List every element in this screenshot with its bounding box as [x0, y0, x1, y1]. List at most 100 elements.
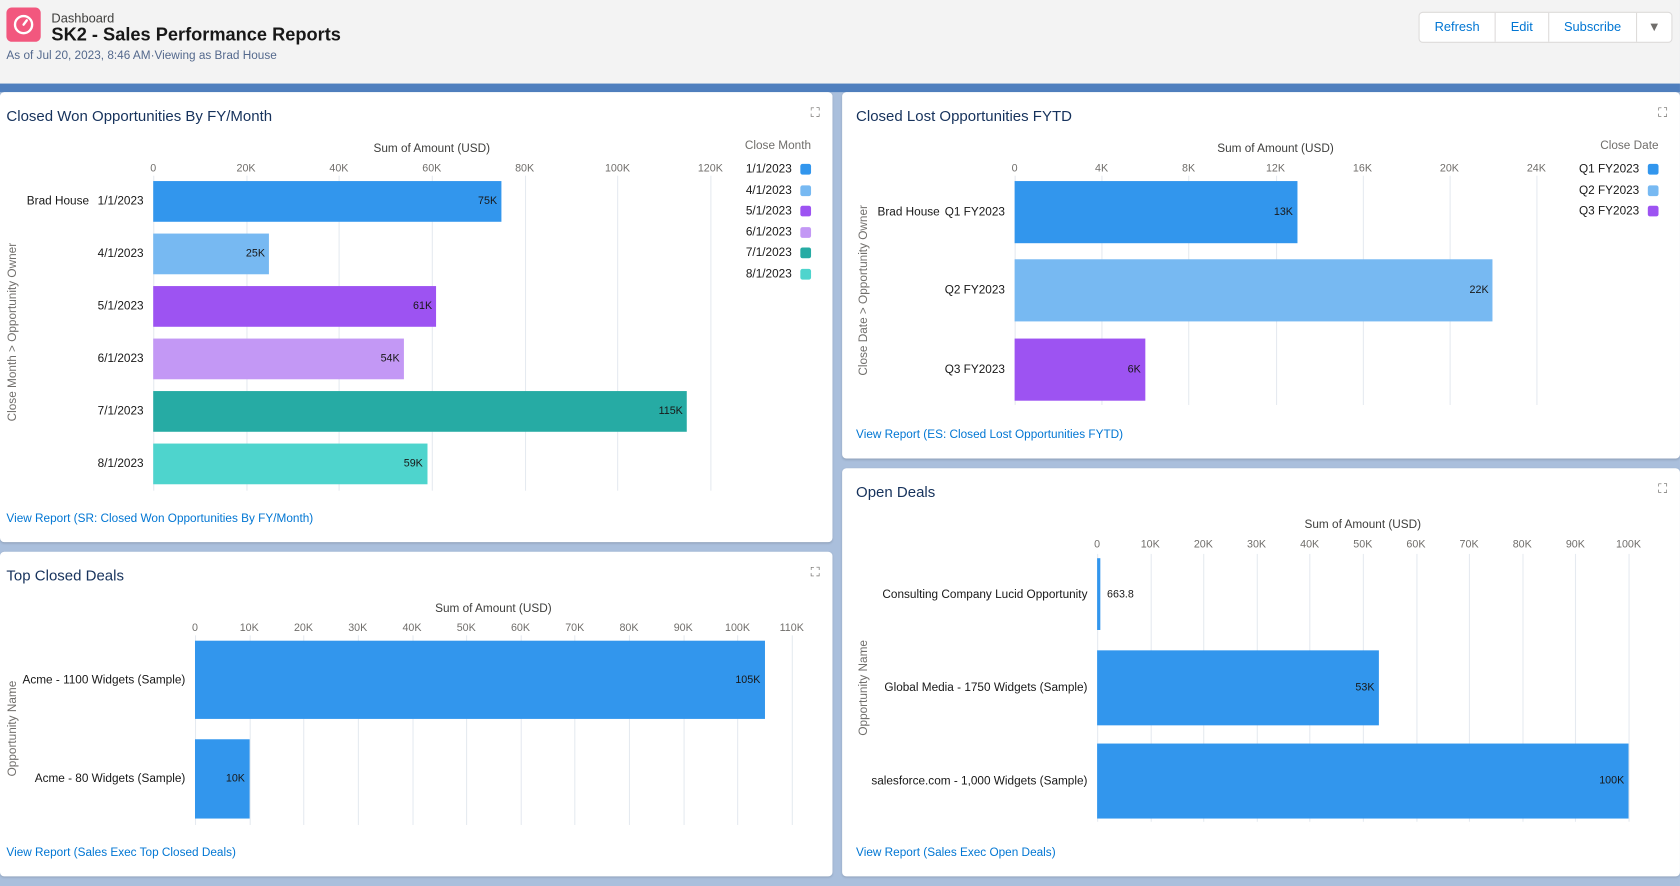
legend-swatch [1647, 163, 1659, 175]
y-axis-title: Opportunity Name [857, 640, 870, 736]
x-tick-label: 50K [1353, 538, 1373, 551]
category-label: Consulting Company Lucid Opportunity [882, 587, 1088, 601]
data-label: 13K [1273, 206, 1293, 219]
category-label: Q1 FY2023 [944, 205, 1005, 219]
x-tick-label: 20K [236, 162, 256, 175]
header-band [0, 83, 1680, 93]
bar [1097, 650, 1379, 726]
legend-label: 8/1/2023 [745, 267, 792, 281]
legend-label: 7/1/2023 [745, 246, 792, 260]
category-label: Global Media - 1750 Widgets (Sample) [884, 681, 1088, 695]
x-tick-label: 0 [192, 622, 198, 635]
data-label: 115K [658, 405, 683, 418]
legend-label: 1/1/2023 [745, 162, 792, 176]
edit-button[interactable]: Edit [1496, 12, 1549, 42]
x-tick-label: 120K [697, 162, 723, 175]
view-report-link[interactable]: View Report (Sales Exec Open Deals) [856, 846, 1056, 860]
legend-title: Close Month [744, 139, 812, 153]
subscribe-button[interactable]: Subscribe [1549, 12, 1638, 42]
expand-icon[interactable]: ⛶ [1658, 104, 1668, 120]
chart: Sum of Amount (USD) Opportunity Name 0 10K 2… [842, 468, 1680, 876]
legend-swatch [800, 184, 812, 196]
legend-item: 1/1/2023 [745, 162, 812, 176]
x-tick-label: 0 [1011, 162, 1018, 175]
category-label: 4/1/2023 [97, 247, 144, 261]
panel-title: Open Deals [856, 483, 936, 501]
panel-title: Closed Lost Opportunities FYTD [856, 107, 1072, 125]
expand-icon[interactable]: ⛶ [810, 564, 820, 580]
gridline [194, 635, 197, 825]
legend-label: 6/1/2023 [745, 225, 792, 239]
gridline [628, 635, 631, 825]
x-tick-label: 20K [293, 622, 314, 635]
legend-item: Q1 FY2023 [1579, 163, 1659, 176]
breadcrumb: Dashboard [51, 10, 115, 26]
x-tick-label: 20K [1439, 162, 1459, 175]
view-report-link[interactable]: View Report (SR: Closed Won Opportunitie… [6, 512, 314, 525]
data-label: 61K [413, 300, 433, 313]
panel-top-closed-deals: Top Closed Deals ⛶ Sum of Amount (USD) Op… [0, 551, 833, 877]
x-tick-label: 40K [329, 162, 349, 175]
gridline [357, 635, 359, 825]
gridline [411, 635, 414, 825]
legend-swatch [800, 163, 812, 175]
gridline [431, 175, 433, 491]
chart: Sum of Amount (USD) Close Date > Opportun… [842, 92, 1680, 458]
bar [194, 640, 765, 719]
x-tick-label: 16K [1352, 162, 1372, 175]
legend-label: Q2 FY2023 [1578, 183, 1640, 197]
y-axis-title: Close Month > Opportunity Owner [6, 242, 20, 422]
x-tick-label: 4K [1095, 162, 1109, 175]
gridline [1415, 553, 1418, 822]
bar [153, 286, 437, 327]
bar [153, 181, 502, 222]
dashboard-header: Dashboard SK2 - Sales Performance Report… [0, 0, 1680, 85]
category-label: 1/1/2023 [97, 194, 144, 208]
gridline [520, 635, 522, 825]
expand-icon[interactable]: ⛶ [810, 104, 820, 120]
category-label: 6/1/2023 [97, 352, 144, 366]
chevron-down-icon: ▼ [1647, 19, 1661, 35]
panel-closed-lost: Closed Lost Opportunities FYTD ⛶ Sum of … [842, 92, 1680, 459]
legend-item: 7/1/2023 [745, 246, 812, 260]
legend-label: Q1 FY2023 [1578, 162, 1640, 176]
x-axis-title: Sum of Amount (USD) [435, 602, 552, 615]
legend-swatch [800, 226, 812, 238]
more-actions-dropdown[interactable]: ▼ [1637, 13, 1671, 42]
data-label: 54K [380, 353, 400, 365]
page-title: SK2 - Sales Performance Reports [51, 24, 341, 45]
view-report-link[interactable]: View Report (Sales Exec Top Closed Deals… [6, 846, 236, 860]
gridline [153, 175, 155, 491]
gridline [1522, 553, 1524, 822]
view-report-link[interactable]: View Report (ES: Closed Lost Opportuniti… [856, 428, 1124, 442]
legend-label: Q3 FY2023 [1578, 204, 1640, 218]
gridline [1469, 553, 1471, 822]
refresh-button[interactable]: Refresh [1420, 12, 1496, 42]
gridline [1628, 553, 1630, 822]
bar [194, 739, 250, 819]
x-tick-label: 100K [1616, 538, 1642, 551]
legend-label: 5/1/2023 [745, 204, 792, 218]
x-axis-title: Sum of Amount (USD) [1217, 142, 1334, 156]
x-tick-label: 40K [1300, 538, 1320, 551]
data-label: 25K [245, 248, 265, 260]
data-label: 22K [1469, 284, 1489, 297]
x-tick-label: 90K [673, 622, 693, 635]
panel-open-deals: Open Deals ⛶ Sum of Amount (USD) Opportun… [842, 468, 1680, 877]
legend-item: 8/1/2023 [745, 267, 812, 281]
x-tick-label: 50K [456, 622, 476, 635]
category-label: 8/1/2023 [97, 457, 144, 471]
data-label: 10K [225, 773, 245, 785]
category-label: Acme - 80 Widgets (Sample) [34, 772, 186, 786]
expand-icon[interactable]: ⛶ [1658, 481, 1668, 497]
bar [1097, 743, 1629, 819]
x-axis-title: Sum of Amount (USD) [1304, 518, 1422, 532]
x-tick-label: 80K [1512, 538, 1532, 551]
legend-title: Close Date [1600, 139, 1659, 153]
legend-swatch [1647, 205, 1659, 217]
gridline [466, 635, 468, 825]
x-tick-label: 12K [1265, 162, 1286, 175]
bar [153, 338, 404, 380]
category-label: salesforce.com - 1,000 Widgets (Sample) [871, 774, 1088, 788]
x-tick-label: 60K [510, 622, 531, 635]
